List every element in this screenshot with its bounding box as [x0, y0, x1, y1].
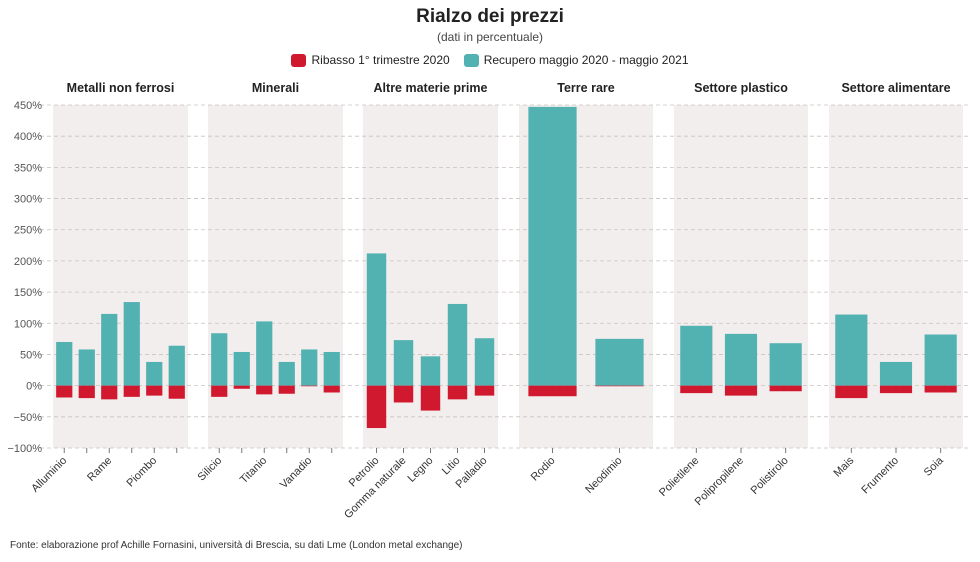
bar-ribasso	[56, 385, 73, 398]
legend-item-ribasso: Ribasso 1° trimestre 2020	[291, 53, 450, 67]
category-label: Piombo	[125, 455, 160, 490]
y-tick-label: −50%	[14, 412, 43, 424]
y-tick-label: 250%	[14, 225, 42, 237]
bar-recupero	[256, 321, 273, 386]
panel-title: Metalli non ferrosi	[67, 81, 175, 95]
bar-ribasso	[420, 385, 441, 411]
bar-recupero	[123, 302, 140, 386]
y-tick-label: 0%	[26, 381, 42, 393]
bar-recupero	[366, 253, 387, 386]
panel-title: Minerali	[252, 81, 299, 95]
source-note: Fonte: elaborazione prof Achille Fornasi…	[10, 540, 463, 551]
category-label: Soia	[922, 454, 947, 479]
bar-recupero	[211, 333, 228, 386]
panel-background	[674, 105, 808, 448]
bar-ribasso	[211, 385, 228, 397]
bar-recupero	[56, 341, 73, 386]
category-label: Legno	[406, 455, 436, 485]
bar-ribasso	[168, 385, 185, 399]
panel-title: Settore alimentare	[841, 81, 950, 95]
bar-recupero	[78, 349, 95, 386]
chart-title: Rialzo dei prezzi	[416, 6, 564, 27]
bar-recupero	[101, 313, 118, 386]
bar-recupero	[323, 351, 340, 386]
y-tick-label: 150%	[14, 287, 42, 299]
bar-recupero	[474, 338, 495, 386]
bar-ribasso	[528, 385, 577, 397]
bar-ribasso	[78, 385, 95, 399]
category-label: Silicio	[196, 455, 225, 484]
chart-subtitle: (dati in percentuale)	[436, 30, 544, 44]
category-label: Alluminio	[29, 455, 69, 495]
bar-ribasso	[278, 385, 295, 394]
bar-ribasso	[595, 385, 644, 387]
category-label: Vanadio	[278, 455, 314, 491]
bar-ribasso	[447, 385, 468, 400]
panel-title: Settore plastico	[694, 81, 788, 95]
bar-recupero	[680, 325, 713, 386]
bar-recupero	[420, 356, 441, 386]
bar-recupero	[879, 361, 913, 386]
bar-ribasso	[724, 385, 758, 396]
bar-ribasso	[393, 385, 414, 403]
bar-ribasso	[474, 385, 495, 396]
bar-ribasso	[256, 385, 273, 395]
bar-recupero	[924, 334, 957, 386]
bar-recupero	[233, 351, 250, 386]
y-tick-label: 300%	[14, 194, 42, 206]
panel-title: Terre rare	[557, 81, 614, 95]
y-tick-label: 350%	[14, 162, 42, 174]
y-tick-label: 450%	[14, 100, 42, 112]
bar-ribasso	[769, 385, 802, 392]
category-label: Polistirolo	[749, 455, 791, 497]
bar-ribasso	[366, 385, 387, 429]
bar-ribasso	[680, 385, 713, 394]
y-tick-label: 200%	[14, 256, 42, 268]
category-label: Rodio	[529, 455, 558, 484]
legend-label-recupero: Recupero maggio 2020 - maggio 2021	[483, 53, 689, 67]
legend-swatch-recupero	[463, 53, 479, 67]
category-label: Litio	[440, 455, 463, 478]
bar-recupero	[595, 338, 644, 386]
panel-background	[53, 105, 188, 448]
bar-recupero	[301, 349, 318, 386]
bar-recupero	[146, 361, 163, 386]
bar-recupero	[447, 303, 468, 386]
bar-recupero	[393, 340, 414, 386]
bar-recupero	[168, 345, 185, 386]
bar-ribasso	[879, 385, 913, 394]
bar-recupero	[278, 361, 295, 386]
bar-recupero	[724, 333, 758, 386]
bar-ribasso	[835, 385, 868, 399]
bar-ribasso	[924, 385, 957, 393]
category-label: Mais	[832, 454, 857, 479]
bar-ribasso	[146, 385, 163, 396]
bar-ribasso	[323, 385, 340, 393]
category-label: Titanio	[238, 455, 270, 487]
y-tick-label: 400%	[14, 131, 42, 143]
bar-recupero	[835, 314, 868, 386]
bar-ribasso	[301, 385, 318, 387]
bar-ribasso	[101, 385, 118, 400]
legend: Ribasso 1° trimestre 2020 Recupero maggi…	[0, 53, 980, 67]
category-label: Neodimio	[583, 455, 624, 496]
legend-swatch-ribasso	[291, 53, 307, 67]
bar-ribasso	[233, 385, 250, 389]
legend-item-recupero: Recupero maggio 2020 - maggio 2021	[463, 53, 689, 67]
category-label: Rame	[85, 455, 114, 484]
bar-ribasso	[123, 385, 140, 397]
panel-title: Altre materie prime	[374, 81, 488, 95]
category-label: Polietilene	[657, 455, 701, 499]
category-label: Frumento	[859, 455, 901, 497]
y-tick-label: −100%	[7, 443, 42, 455]
bar-recupero	[528, 106, 577, 386]
bar-recupero	[769, 343, 802, 386]
legend-label-ribasso: Ribasso 1° trimestre 2020	[311, 53, 450, 67]
y-tick-label: 100%	[14, 318, 42, 330]
y-tick-label: 50%	[20, 349, 42, 361]
panel-background	[208, 105, 343, 448]
